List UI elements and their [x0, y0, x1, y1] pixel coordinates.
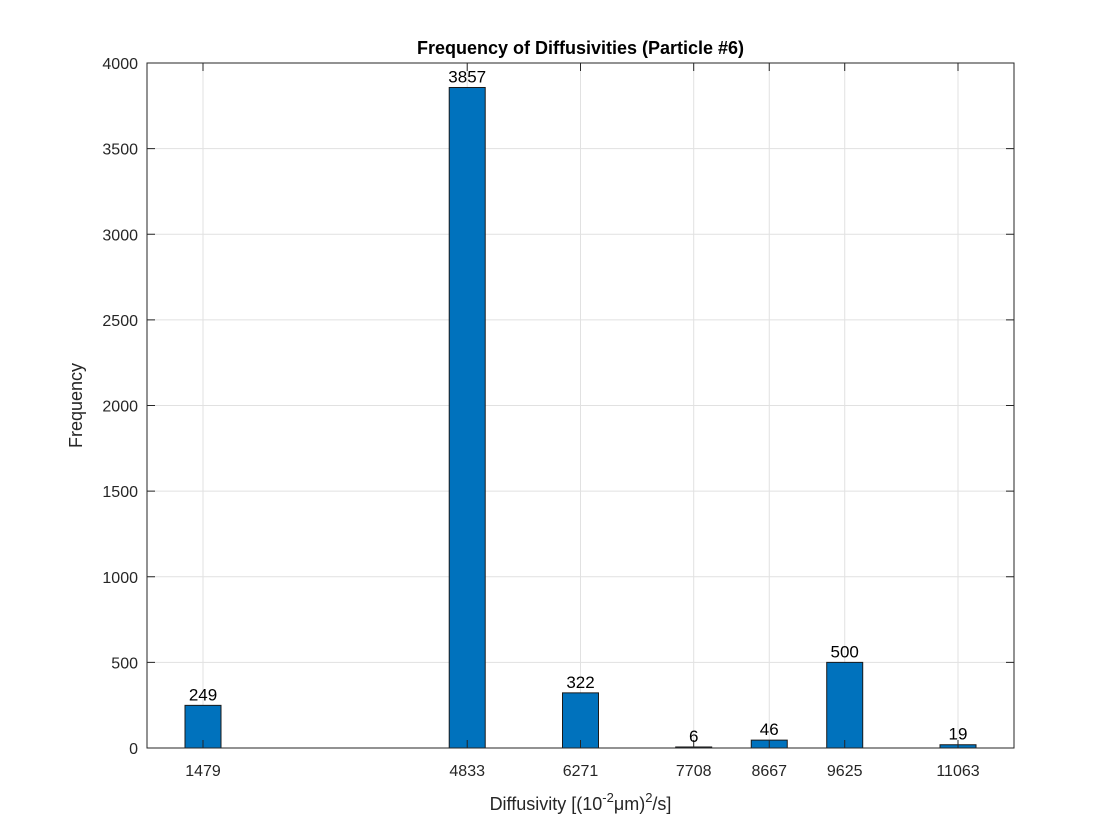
y-tick-label: 2000 — [102, 399, 138, 416]
y-tick-label: 3000 — [102, 227, 138, 244]
y-tick-label: 1500 — [102, 484, 138, 501]
x-tick-label: 7708 — [676, 763, 712, 780]
bar-data-label: 322 — [566, 673, 594, 692]
y-tick-label: 1000 — [102, 570, 138, 587]
bar-data-label: 3857 — [448, 67, 486, 86]
y-tick-label: 4000 — [102, 56, 138, 73]
x-axis-label: Diffusivity [(10-2μm)2/s] — [490, 790, 672, 814]
x-tick-label: 11063 — [936, 763, 979, 780]
bar-data-label: 19 — [949, 725, 968, 744]
bar-data-label: 500 — [831, 642, 859, 661]
ticks-layer — [147, 62, 1014, 749]
y-tick-label: 3500 — [102, 142, 138, 159]
bar — [448, 86, 486, 749]
x-tick-label: 4833 — [449, 763, 485, 780]
x-axis-label-exponent-2: 2 — [645, 790, 652, 805]
x-tick-label: 6271 — [563, 763, 599, 780]
y-tick-label: 500 — [111, 655, 138, 672]
x-tick-label: 9625 — [827, 763, 863, 780]
x-axis-label-part-3: /s] — [652, 794, 671, 814]
x-axis-label-part-1: Diffusivity [(10 — [490, 794, 603, 814]
y-tick-label: 2500 — [102, 313, 138, 330]
bar-data-label: 46 — [760, 720, 779, 739]
bar-data-label: 249 — [189, 685, 217, 704]
labels-layer: 249 3857 322 6 46 500 19 0 500 1000 1500 2000 2500 30… — [102, 56, 979, 780]
bar — [826, 661, 864, 749]
x-tick-label: 1479 — [185, 763, 221, 780]
chart-title: Frequency of Diffusivities (Particle #6) — [417, 38, 744, 58]
y-tick-label: 0 — [129, 741, 138, 758]
x-tick-label: 8667 — [751, 763, 787, 780]
bar-data-label: 6 — [689, 727, 698, 746]
y-axis-label: Frequency — [66, 363, 86, 448]
bar — [562, 692, 599, 749]
x-axis-label-exponent-1: -2 — [602, 790, 614, 805]
x-axis-label-part-2: μm) — [614, 794, 645, 814]
